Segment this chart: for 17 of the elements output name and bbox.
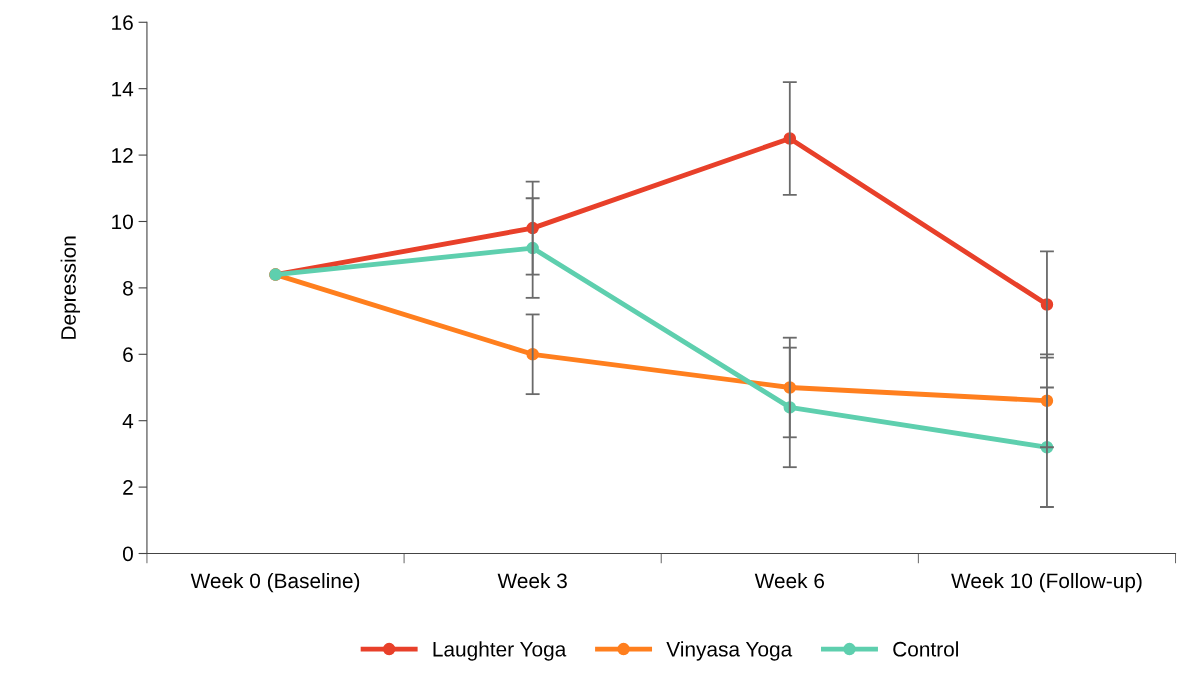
y-tick-label: 2 — [123, 480, 133, 495]
legend-label: Control — [893, 641, 958, 657]
x-tick-label: Week 10 (Follow-up) — [951, 572, 1142, 593]
y-tick-label: 10 — [112, 214, 133, 230]
y-tick-label: 4 — [122, 413, 134, 429]
y-tick-label: 16 — [112, 15, 133, 31]
y-tick-label: 0 — [122, 546, 133, 562]
y-tick-label: 14 — [112, 81, 134, 97]
x-tick-label: Week 0 (Baseline) — [190, 572, 360, 593]
legend-label: Laughter Yoga — [433, 641, 567, 661]
y-tick-label: 12 — [112, 148, 133, 163]
legend-label: Vinyasa Yoga — [666, 641, 793, 661]
y-tick-label: 8 — [123, 280, 133, 296]
y-tick-label: 6 — [123, 347, 133, 363]
y-axis-title: Depression — [60, 236, 81, 339]
x-tick-label: Week 3 — [497, 572, 567, 589]
x-tick-label: Week 6 — [754, 572, 825, 589]
